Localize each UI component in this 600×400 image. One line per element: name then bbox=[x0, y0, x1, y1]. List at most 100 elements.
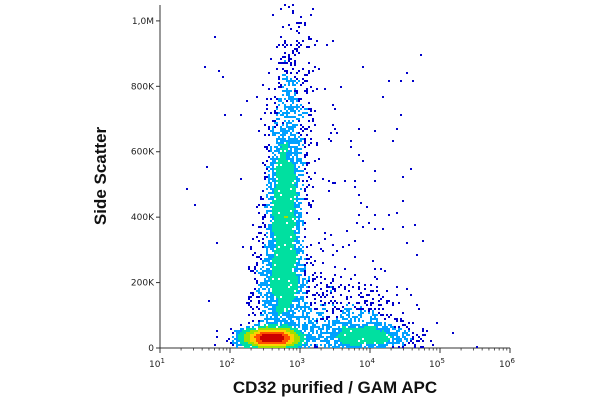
event-dot bbox=[378, 294, 380, 296]
event-dot bbox=[352, 338, 354, 340]
event-dot bbox=[264, 306, 266, 308]
event-dot bbox=[268, 338, 270, 340]
event-dot bbox=[278, 292, 280, 294]
event-dot bbox=[268, 204, 270, 206]
event-dot bbox=[294, 162, 296, 164]
event-dot bbox=[284, 156, 286, 158]
event-dot bbox=[284, 304, 286, 306]
event-dot bbox=[408, 322, 410, 324]
event-dot bbox=[264, 216, 266, 218]
event-dot bbox=[284, 188, 286, 190]
event-dot bbox=[306, 312, 308, 314]
event-dot bbox=[336, 250, 338, 252]
event-dot bbox=[346, 328, 348, 330]
event-dot bbox=[320, 344, 322, 346]
event-dot bbox=[344, 268, 346, 270]
event-dot bbox=[286, 72, 288, 74]
event-dot bbox=[300, 148, 302, 150]
event-dot bbox=[246, 334, 248, 336]
event-dot bbox=[232, 332, 234, 334]
event-dot bbox=[290, 214, 292, 216]
event-dot bbox=[384, 346, 386, 348]
event-dot bbox=[282, 346, 284, 348]
event-dot bbox=[286, 202, 288, 204]
event-dot bbox=[288, 166, 290, 168]
event-dot bbox=[356, 308, 358, 310]
event-dot bbox=[374, 214, 376, 216]
event-dot bbox=[278, 302, 280, 304]
event-dot bbox=[302, 324, 304, 326]
event-dot bbox=[432, 344, 434, 346]
event-dot bbox=[312, 274, 314, 276]
event-dot bbox=[294, 252, 296, 254]
event-dot bbox=[264, 318, 266, 320]
event-dot bbox=[256, 330, 258, 332]
event-dot bbox=[282, 62, 284, 64]
event-dot bbox=[298, 292, 300, 294]
event-dot bbox=[392, 326, 394, 328]
event-dot bbox=[284, 174, 286, 176]
event-dot bbox=[282, 298, 284, 300]
event-dot bbox=[374, 314, 376, 316]
event-dot bbox=[352, 326, 354, 328]
event-dot bbox=[280, 154, 282, 156]
event-dot bbox=[306, 128, 308, 130]
event-dot bbox=[290, 238, 292, 240]
event-dot bbox=[286, 218, 288, 220]
event-dot bbox=[282, 278, 284, 280]
event-dot bbox=[286, 332, 288, 334]
event-dot bbox=[284, 230, 286, 232]
event-dot bbox=[370, 326, 372, 328]
event-dot bbox=[276, 324, 278, 326]
event-dot bbox=[308, 258, 310, 260]
event-dot bbox=[298, 46, 300, 48]
event-dot bbox=[236, 334, 238, 336]
event-dot bbox=[242, 344, 244, 346]
event-dot bbox=[358, 214, 360, 216]
event-dot bbox=[302, 144, 304, 146]
event-dot bbox=[264, 204, 266, 206]
event-dot bbox=[288, 188, 290, 190]
event-dot bbox=[350, 336, 352, 338]
event-dot bbox=[366, 330, 368, 332]
event-dot bbox=[304, 236, 306, 238]
event-dot bbox=[312, 318, 314, 320]
event-dot bbox=[284, 298, 286, 300]
event-dot bbox=[360, 310, 362, 312]
event-dot bbox=[282, 220, 284, 222]
event-dot bbox=[272, 344, 274, 346]
event-dot bbox=[264, 288, 266, 290]
event-dot bbox=[320, 288, 322, 290]
event-dot bbox=[266, 264, 268, 266]
event-dot bbox=[282, 254, 284, 256]
event-dot bbox=[288, 220, 290, 222]
event-dot bbox=[326, 330, 328, 332]
event-dot bbox=[396, 338, 398, 340]
event-dot bbox=[306, 280, 308, 282]
event-dot bbox=[332, 324, 334, 326]
event-dot bbox=[288, 310, 290, 312]
event-dot bbox=[276, 282, 278, 284]
event-dot bbox=[286, 330, 288, 332]
event-dot bbox=[416, 254, 418, 256]
event-dot bbox=[308, 316, 310, 318]
event-dot bbox=[290, 318, 292, 320]
event-dot bbox=[252, 342, 254, 344]
event-dot bbox=[274, 262, 276, 264]
event-dot bbox=[292, 260, 294, 262]
event-dot bbox=[302, 116, 304, 118]
event-dot bbox=[308, 320, 310, 322]
event-dot bbox=[306, 336, 308, 338]
event-dot bbox=[282, 144, 284, 146]
event-dot bbox=[268, 326, 270, 328]
event-dot bbox=[290, 208, 292, 210]
event-dot bbox=[290, 90, 292, 92]
event-dot bbox=[366, 294, 368, 296]
event-dot bbox=[262, 300, 264, 302]
event-dot bbox=[272, 268, 274, 270]
event-dot bbox=[306, 290, 308, 292]
event-dot bbox=[284, 134, 286, 136]
event-dot bbox=[284, 120, 286, 122]
event-dot bbox=[292, 266, 294, 268]
event-dot bbox=[268, 88, 270, 90]
